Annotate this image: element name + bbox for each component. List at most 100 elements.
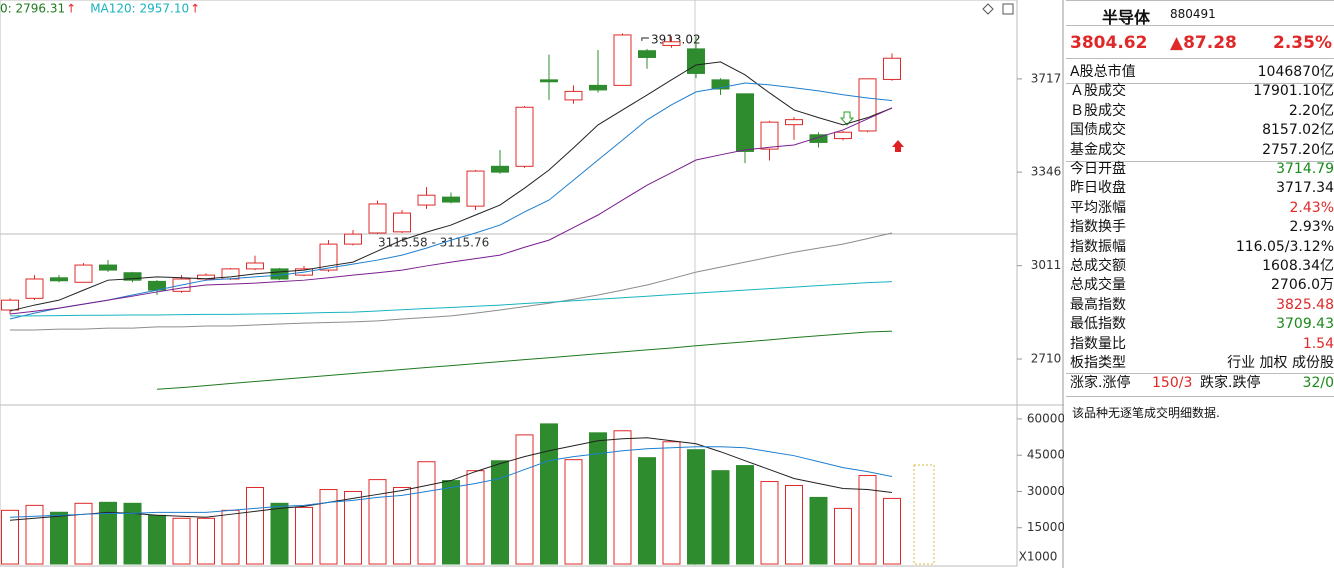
legend-text: MA120: 2957.10	[90, 2, 189, 16]
candle-body	[466, 170, 485, 207]
candle-body	[662, 41, 681, 46]
candle-body	[858, 78, 877, 132]
ma-line	[9, 82, 893, 320]
volume-bar	[785, 484, 803, 565]
candle-body	[491, 165, 509, 173]
candle-body	[883, 57, 901, 80]
info-label: 指数量比	[1070, 335, 1126, 352]
info-label: 今日开盘	[1070, 161, 1126, 177]
info-value: 2757.20亿	[1262, 141, 1334, 158]
candle-body	[368, 203, 387, 234]
ma-line	[10, 281, 893, 317]
y-tick-label: 3717	[1031, 71, 1062, 85]
info-row: 板指类型 行业 加权 成份股	[1070, 354, 1334, 373]
separator	[1066, 83, 1334, 84]
candle-body	[785, 119, 803, 126]
candle-body	[613, 34, 632, 86]
candle-body	[515, 106, 534, 167]
info-value: 3717.34	[1276, 180, 1334, 197]
separator	[1066, 373, 1334, 374]
volume-bar	[491, 460, 509, 565]
quote-panel: 半导体 880491 3804.62 ▲87.28 2.35% 涨家.涨停 15…	[1066, 0, 1334, 568]
volume-bar	[515, 434, 534, 565]
volume-bar	[25, 504, 44, 565]
info-value: 行业 加权 成份股	[1227, 355, 1334, 371]
separator	[1066, 25, 1334, 26]
info-label: 板指类型	[1070, 355, 1126, 371]
index-code: 880491	[1170, 7, 1216, 21]
info-label: 昨日收盘	[1070, 180, 1126, 197]
change-percent: 2.35%	[1273, 33, 1332, 53]
volume-bar	[1, 509, 19, 565]
peak-marker: ⌐	[640, 32, 650, 46]
info-value: 17901.10亿	[1253, 83, 1334, 100]
candle-body	[540, 79, 558, 83]
candle-body	[834, 131, 852, 140]
y-tick-label: 3011	[1031, 258, 1062, 272]
volume-bar	[393, 486, 411, 565]
advance-label: 涨家.涨停	[1070, 375, 1131, 391]
info-row: 总成交额 1608.34亿	[1070, 257, 1334, 276]
candle-body	[736, 93, 754, 152]
legend-arrow: ↑	[66, 2, 76, 16]
info-value: 2.43%	[1289, 199, 1334, 216]
candle-body	[760, 121, 779, 150]
volume-bar	[99, 501, 117, 565]
candle-body	[442, 196, 460, 203]
volume-bar	[368, 479, 387, 565]
y-tick-label: 30000	[1027, 484, 1064, 498]
info-row: 国债成交 8157.02亿	[1070, 121, 1334, 140]
candle-body	[564, 90, 583, 101]
volume-bar	[834, 507, 852, 565]
y-tick-label: 15000	[1027, 520, 1064, 534]
volume-bar	[295, 506, 313, 565]
info-label: A股总市值	[1070, 64, 1136, 80]
info-row: 总成交量 2706.0万	[1070, 276, 1334, 295]
volume-bar	[662, 441, 681, 565]
ma-line	[9, 61, 893, 312]
info-value: 2.93%	[1289, 219, 1334, 236]
info-value: 3825.48	[1276, 296, 1334, 313]
ma-line	[9, 107, 893, 315]
info-value: 3714.79	[1276, 161, 1334, 177]
info-label: 国债成交	[1070, 122, 1126, 139]
separator	[1066, 58, 1334, 59]
info-row: 基金成交 2757.20亿	[1070, 141, 1334, 160]
candle-body	[25, 278, 44, 299]
info-value: 1608.34亿	[1262, 258, 1334, 274]
info-row: 平均涨幅 2.43%	[1070, 199, 1334, 218]
volume-bar	[760, 481, 779, 565]
ma-line	[156, 330, 893, 390]
info-label: Ａ股成交	[1070, 83, 1126, 100]
breadth-row: 涨家.涨停 150/3 跌家.跌停 32/0	[1070, 374, 1334, 393]
volume-bar	[687, 449, 705, 565]
decline: 32/0	[1302, 375, 1334, 391]
volume-bar	[883, 497, 901, 565]
candle-body	[50, 277, 68, 282]
volume-bar	[809, 496, 828, 565]
info-value: 3709.43	[1276, 316, 1334, 333]
volume-bar	[613, 430, 632, 565]
info-value: 1.54	[1302, 335, 1334, 352]
candle-body	[638, 50, 656, 58]
icon-square[interactable]	[1002, 3, 1014, 15]
info-label: 总成交额	[1070, 258, 1126, 274]
candle-body	[319, 243, 338, 271]
info-row: 今日开盘 3714.79	[1070, 160, 1334, 179]
volume-bar	[638, 457, 656, 565]
info-row: 最低指数 3709.43	[1070, 315, 1334, 334]
info-row: A股总市值 1046870亿	[1070, 63, 1334, 82]
info-row: Ｂ股成交 2.20亿	[1070, 102, 1334, 121]
info-value: 2.20亿	[1288, 102, 1334, 119]
info-row: 昨日收盘 3717.34	[1070, 179, 1334, 198]
candle-body	[74, 264, 93, 283]
volume-bar	[197, 517, 215, 565]
legend-arrow: ↑	[190, 2, 200, 16]
y-tick-label: 2710	[1031, 352, 1062, 366]
volume-bar	[123, 502, 142, 565]
icon-diamond[interactable]	[982, 3, 994, 15]
separator	[1066, 396, 1334, 397]
volume-bar	[466, 470, 485, 565]
info-row: Ａ股成交 17901.10亿	[1070, 82, 1334, 101]
volume-bar	[270, 502, 289, 565]
